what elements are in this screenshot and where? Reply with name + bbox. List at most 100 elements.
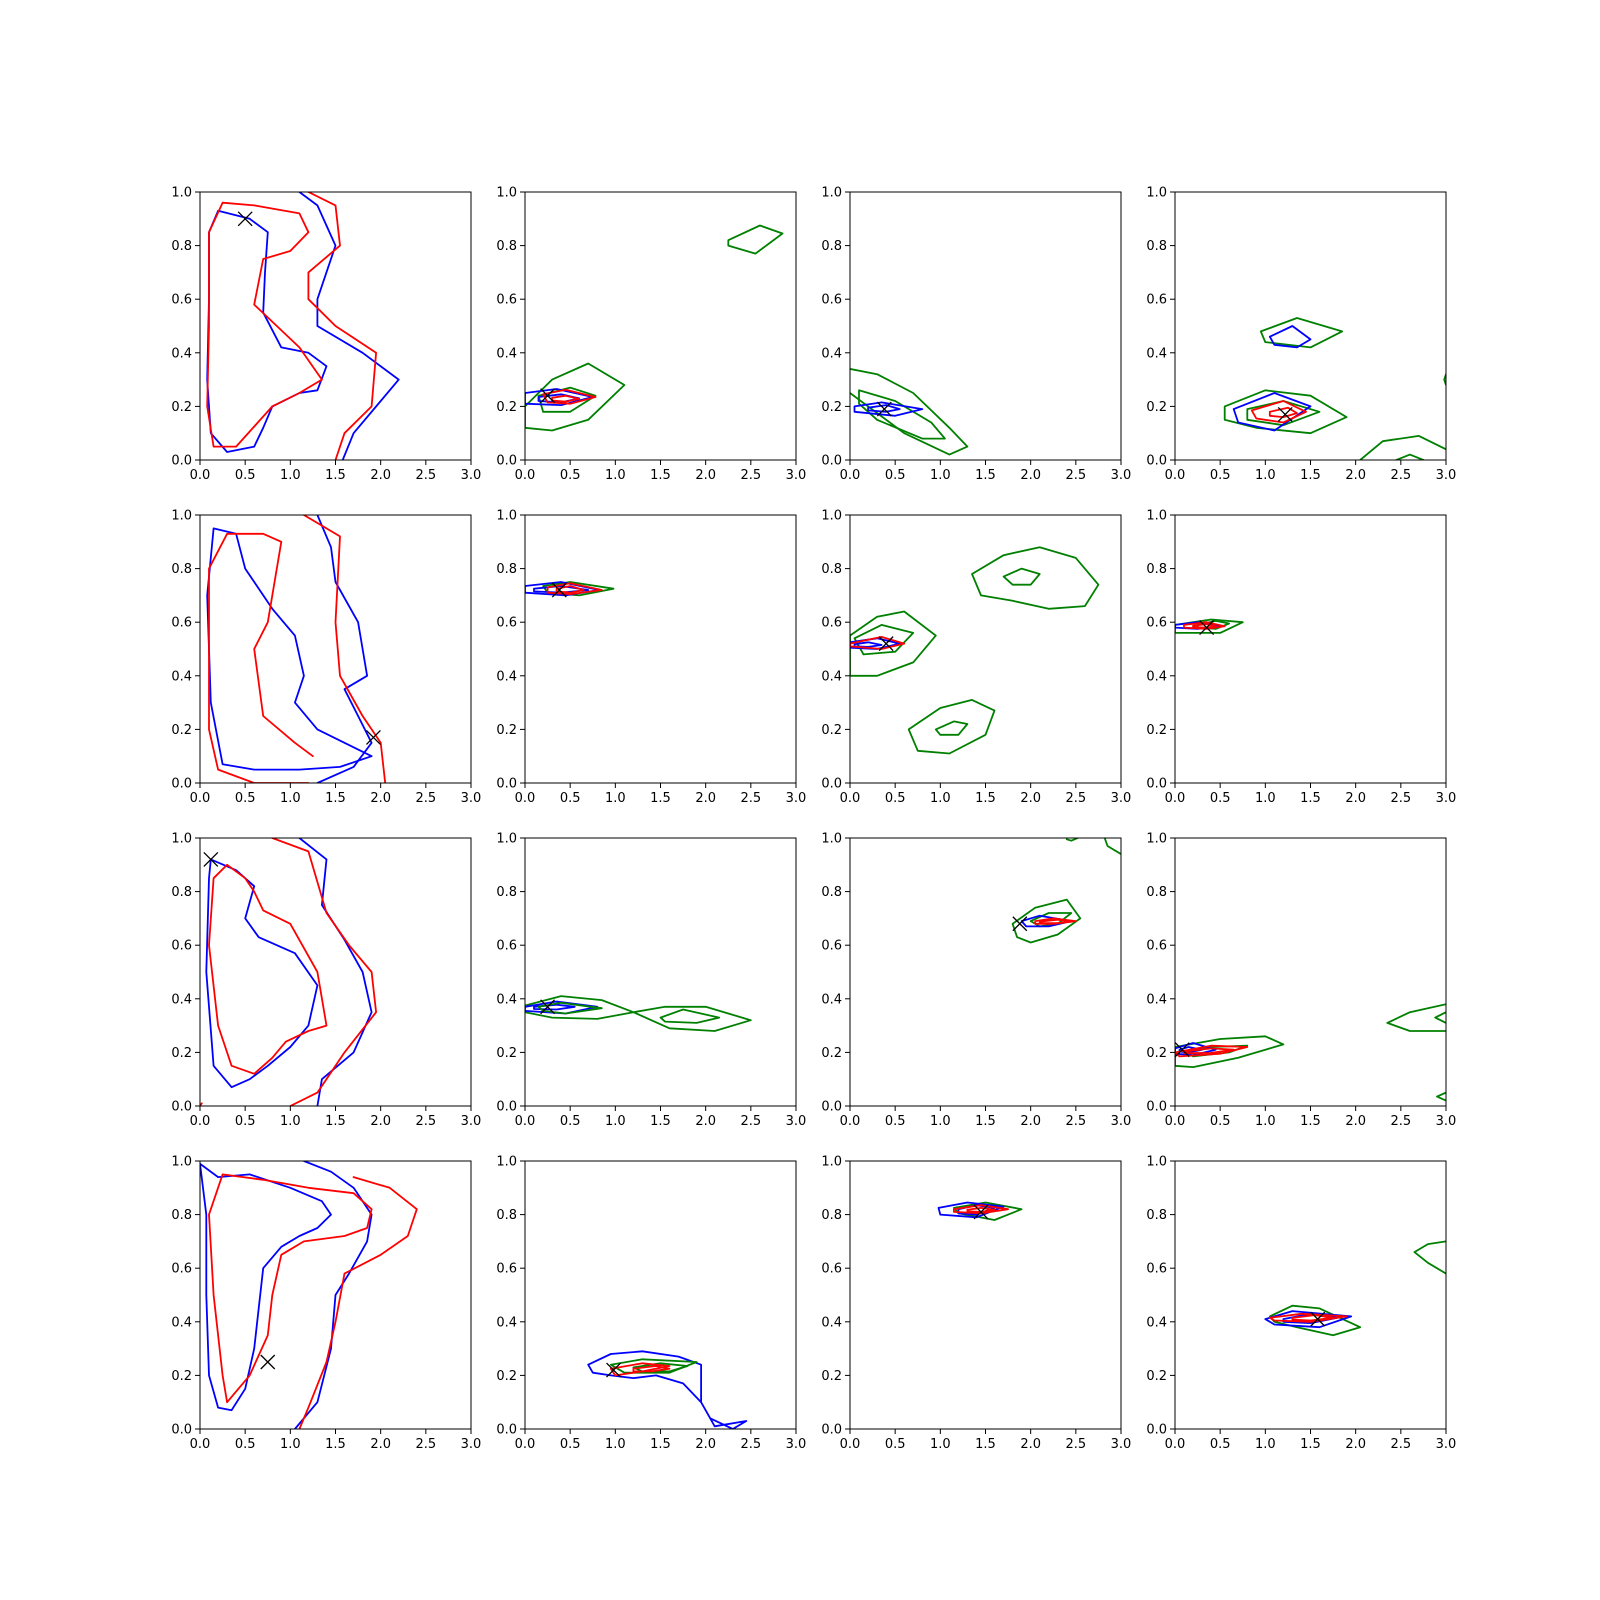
x-tick-label: 2.5 <box>1065 1437 1086 1452</box>
red-contour <box>1038 918 1073 925</box>
y-tick-label: 0.0 <box>821 1423 842 1438</box>
y-tick-label: 0.2 <box>1146 1369 1167 1384</box>
subplot-r3-c0: 0.0 0.5 1.0 1.5 2.0 2.5 3.0 0.0 0.2 0.4 0.6 0.8 1.0 <box>171 1155 481 1453</box>
x-tick-label: 3.0 <box>1111 468 1132 483</box>
y-tick-label: 0.6 <box>171 616 192 631</box>
x-tick-label: 1.0 <box>605 1114 626 1129</box>
x-marker <box>237 211 253 227</box>
x-tick-label: 1.5 <box>325 1114 346 1129</box>
y-tick-label: 0.8 <box>1146 1208 1167 1223</box>
y-tick-label: 0.4 <box>496 992 517 1007</box>
subplot-r2-c1: 0.0 0.5 1.0 1.5 2.0 2.5 3.0 0.0 0.2 0.4 0.6 0.8 1.0 <box>496 832 806 1130</box>
y-tick-label: 0.4 <box>821 669 842 684</box>
x-tick-label: 0.5 <box>560 791 581 806</box>
x-tick-label: 2.5 <box>1390 468 1411 483</box>
axes-frame <box>524 514 797 784</box>
green-contour <box>1002 567 1041 586</box>
y-tick-label: 0.0 <box>1146 454 1167 469</box>
green-contour <box>525 362 626 432</box>
contour-group <box>1175 1003 1446 1102</box>
contour-group <box>200 1161 418 1429</box>
y-tick-label: 0.0 <box>496 1423 517 1438</box>
y-tick-label: 0.0 <box>496 454 517 469</box>
blue-contour <box>1268 325 1312 349</box>
red-contour <box>542 388 597 405</box>
contour-group <box>1223 317 1446 460</box>
green-contour <box>1359 435 1446 460</box>
red-contour <box>609 1362 671 1377</box>
x-marker <box>1310 1311 1326 1327</box>
x-tick-label: 2.0 <box>1020 1114 1041 1129</box>
y-tick-label: 0.6 <box>171 1262 192 1277</box>
y-tick-label: 0.6 <box>496 616 517 631</box>
y-tick-label: 0.0 <box>171 777 192 792</box>
green-contour <box>525 995 752 1032</box>
x-tick-label: 0.5 <box>235 468 256 483</box>
green-contour <box>1413 1240 1446 1275</box>
y-tick-label: 0.2 <box>1146 1046 1167 1061</box>
x-marker <box>1199 620 1215 636</box>
blue-contour <box>1264 1310 1353 1329</box>
red-contour <box>1291 1314 1334 1322</box>
x-tick-label: 0.0 <box>515 1114 536 1129</box>
contour-group <box>1011 838 1121 944</box>
y-tick-label: 0.2 <box>821 1369 842 1384</box>
y-tick-label: 0.0 <box>821 777 842 792</box>
x-tick-label: 3.0 <box>1436 468 1457 483</box>
red-contour <box>632 1365 671 1373</box>
y-tick-label: 1.0 <box>171 509 192 524</box>
x-tick-label: 2.5 <box>1390 1114 1411 1129</box>
y-tick-label: 0.8 <box>171 885 192 900</box>
x-tick-label: 2.5 <box>740 791 761 806</box>
green-contour <box>1103 838 1121 855</box>
contour-group <box>206 515 387 783</box>
red-contour <box>206 201 323 448</box>
x-tick-label: 2.5 <box>1390 791 1411 806</box>
x-tick-label: 1.5 <box>1300 791 1321 806</box>
y-tick-label: 1.0 <box>821 509 842 524</box>
x-tick-label: 0.0 <box>840 791 861 806</box>
y-tick-label: 0.8 <box>171 1208 192 1223</box>
y-tick-label: 1.0 <box>1146 1155 1167 1170</box>
x-tick-label: 1.0 <box>930 1114 951 1129</box>
contour-group <box>1264 1240 1446 1337</box>
y-tick-label: 0.4 <box>821 1315 842 1330</box>
x-tick-label: 2.0 <box>1020 791 1041 806</box>
red-contour <box>307 192 377 460</box>
green-contour <box>537 386 597 413</box>
y-tick-label: 0.8 <box>821 562 842 577</box>
y-tick-label: 0.8 <box>496 239 517 254</box>
y-tick-label: 0.6 <box>496 939 517 954</box>
y-tick-label: 0.6 <box>821 939 842 954</box>
x-tick-label: 2.0 <box>370 468 391 483</box>
y-tick-label: 0.0 <box>171 1100 192 1115</box>
x-tick-label: 2.0 <box>695 468 716 483</box>
x-tick-label: 3.0 <box>1111 1437 1132 1452</box>
red-contour <box>1250 400 1307 424</box>
x-tick-label: 2.0 <box>1020 468 1041 483</box>
x-tick-label: 1.5 <box>1300 468 1321 483</box>
y-tick-label: 0.4 <box>1146 346 1167 361</box>
y-tick-label: 0.2 <box>1146 400 1167 415</box>
x-tick-label: 0.0 <box>515 791 536 806</box>
x-tick-label: 1.5 <box>325 468 346 483</box>
x-tick-label: 0.0 <box>1165 791 1186 806</box>
y-tick-label: 0.4 <box>496 669 517 684</box>
green-contour <box>971 546 1100 610</box>
subplot-r0-c0: 0.0 0.5 1.0 1.5 2.0 2.5 3.0 0.0 0.2 0.4 0.6 0.8 1.0 <box>171 186 481 484</box>
y-tick-label: 0.8 <box>171 239 192 254</box>
y-tick-label: 1.0 <box>496 832 517 847</box>
y-tick-label: 1.0 <box>496 1155 517 1170</box>
axes-frame <box>524 191 797 461</box>
y-tick-label: 1.0 <box>171 1155 192 1170</box>
x-marker <box>1277 406 1293 422</box>
y-tick-label: 1.0 <box>1146 186 1167 201</box>
x-tick-label: 1.5 <box>325 1437 346 1452</box>
axes-frame <box>524 1160 797 1430</box>
x-tick-label: 2.5 <box>1065 791 1086 806</box>
x-tick-label: 0.0 <box>840 1114 861 1129</box>
y-tick-label: 1.0 <box>496 509 517 524</box>
green-contour <box>1386 1003 1446 1032</box>
x-tick-label: 1.0 <box>930 791 951 806</box>
